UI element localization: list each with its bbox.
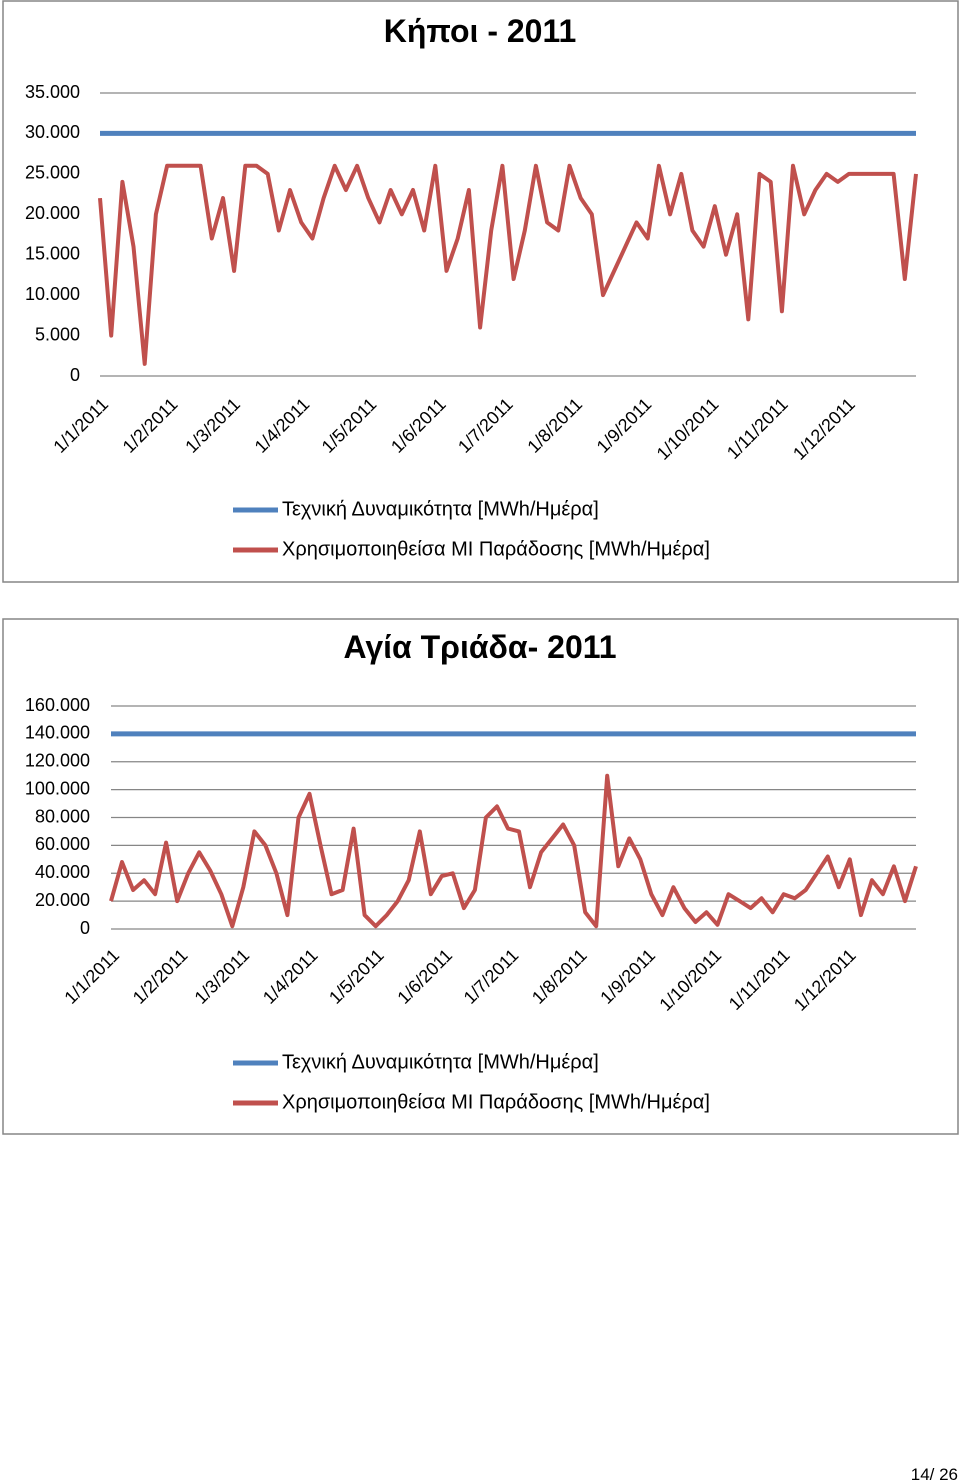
chart-title: Αγία Τριάδα- 2011 <box>343 629 616 665</box>
chart: Αγία Τριάδα- 2011 0 20.000 40.000 60.000 80.0… <box>2 618 959 1135</box>
chart: Κήποι - 2011 0 5.000 10.000 15.000 20.000 25.0… <box>2 0 959 583</box>
legend-label: Χρησιμοποιηθείσα ΜΙ Παράδοσης [MWh/Ημέρα… <box>282 538 710 560</box>
y-tick-label: 160.000 <box>25 695 90 715</box>
y-tick-label: 5.000 <box>35 324 80 344</box>
y-tick-label: 80.000 <box>35 806 90 826</box>
y-tick-label: 0 <box>70 365 80 385</box>
y-tick-label: 25.000 <box>25 163 80 183</box>
page-number: 14/ 26 <box>911 1465 958 1484</box>
y-tick-label: 100.000 <box>25 778 90 798</box>
y-tick-label: 0 <box>80 918 90 938</box>
legend-label: Τεχνική Δυναμικότητα [MWh/Ημέρα] <box>282 498 599 520</box>
legend-label: Τεχνική Δυναμικότητα [MWh/Ημέρα] <box>282 1051 599 1073</box>
y-tick-label: 30.000 <box>25 122 80 142</box>
y-tick-label: 120.000 <box>25 751 90 771</box>
y-tick-label: 140.000 <box>25 723 90 743</box>
chart-frame <box>2 618 959 1135</box>
legend-label: Χρησιμοποιηθείσα ΜΙ Παράδοσης [MWh/Ημέρα… <box>282 1091 710 1113</box>
chart-frame <box>2 0 959 583</box>
y-tick-label: 20.000 <box>35 890 90 910</box>
y-tick-label: 60.000 <box>35 834 90 854</box>
data-line <box>109 773 918 929</box>
y-tick-label: 15.000 <box>25 243 80 263</box>
chart-title: Κήποι - 2011 <box>384 13 577 49</box>
y-tick-label: 20.000 <box>25 203 80 223</box>
y-tick-label: 40.000 <box>35 862 90 882</box>
y-tick-label: 10.000 <box>25 284 80 304</box>
y-tick-label: 35.000 <box>25 82 80 102</box>
data-line <box>98 163 918 366</box>
